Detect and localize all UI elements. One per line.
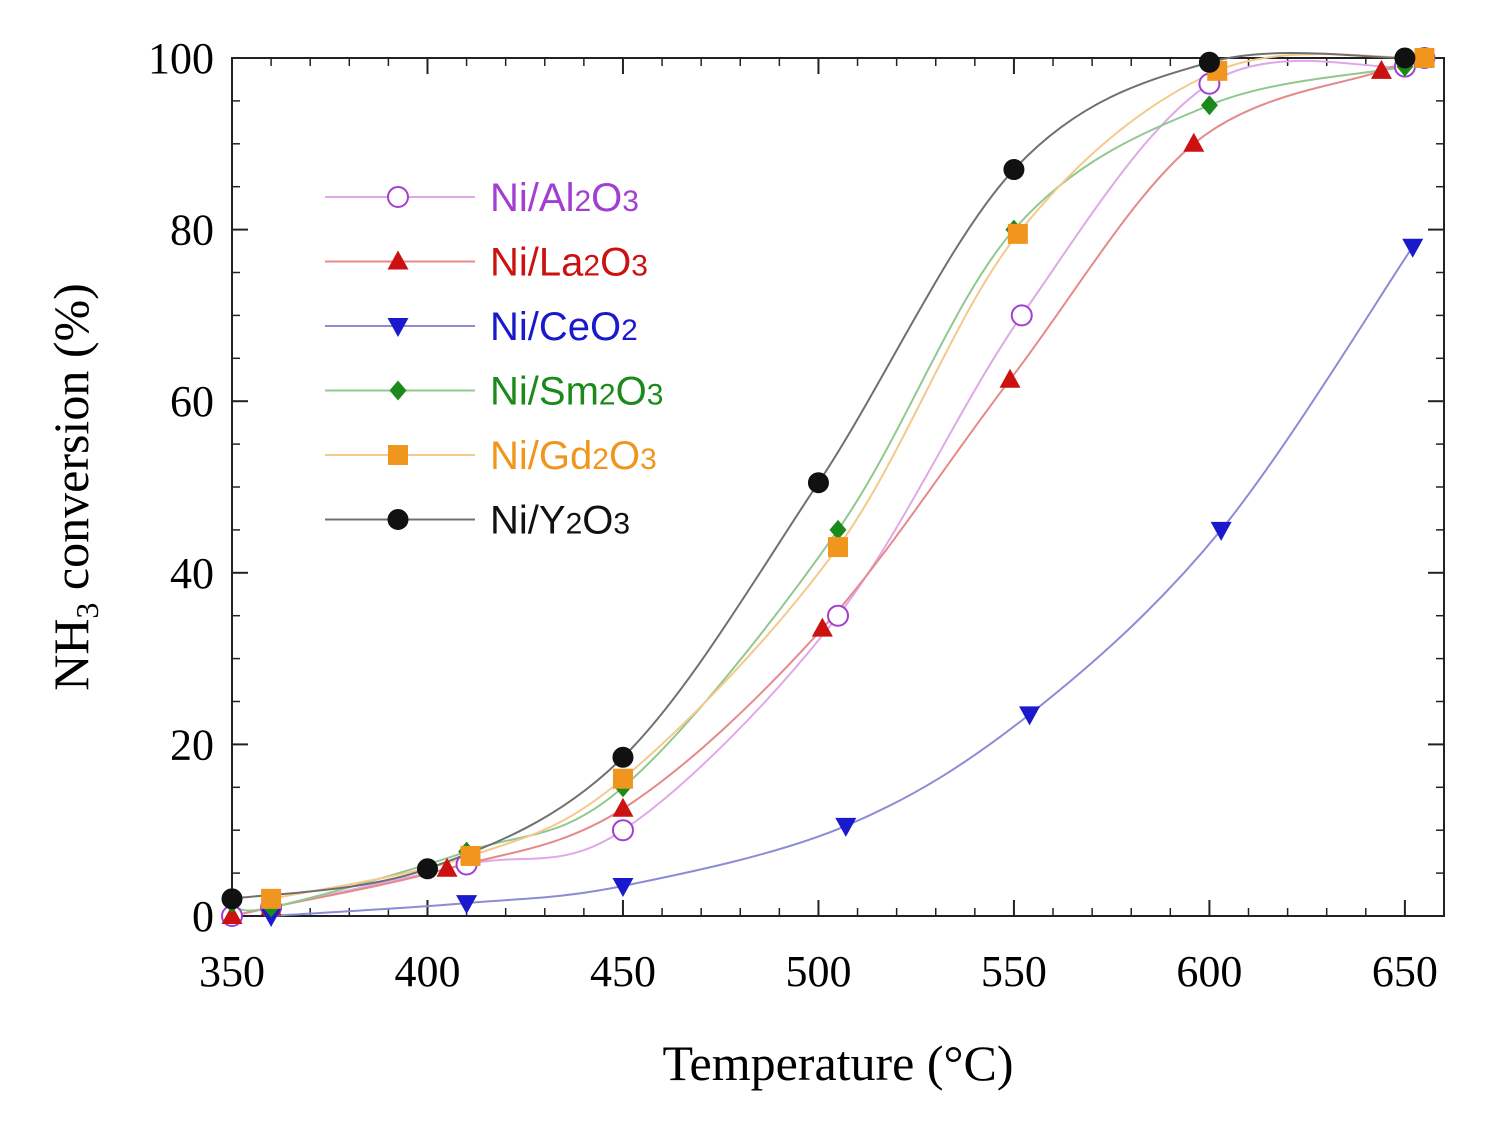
- plot-frame: [231, 57, 1445, 917]
- x-tick-label: 600: [1176, 947, 1242, 996]
- y-tick-label: 20: [170, 720, 214, 769]
- legend-label-ni-al2o3: Ni/Al2O3: [490, 176, 639, 220]
- x-tick-label: 650: [1372, 947, 1438, 996]
- data-point-ni-ceo2: [1210, 521, 1232, 541]
- y-tick-label: 0: [192, 892, 214, 941]
- y-tick-label: 40: [170, 549, 214, 598]
- x-tick-label: 400: [394, 947, 460, 996]
- y-tick-label: 60: [170, 377, 214, 426]
- axis-ticks: 350 400 450 500 550 600 650 0 20 40 60 80 100: [148, 34, 1444, 996]
- legend-label-ni-ceo2: Ni/CeO2: [490, 305, 638, 349]
- legend-marker-ni-sm2o3: [389, 380, 407, 401]
- legend: Ni/Al2O3 Ni/La2O3 Ni/CeO2 Ni/Sm2O3 Ni/Gd2O3 N…: [325, 176, 663, 543]
- legend-marker-ni-gd2o3: [388, 445, 408, 465]
- series-line-ni-gd2o3: [270, 53, 1425, 900]
- data-point-ni-y2o3: [807, 472, 829, 494]
- x-tick-label: 550: [981, 947, 1047, 996]
- data-point-ni-la2o3: [612, 797, 634, 817]
- data-point-ni-y2o3: [612, 746, 634, 768]
- data-point-ni-la2o3: [436, 857, 458, 877]
- data-point-ni-sm2o3: [1200, 95, 1218, 116]
- data-point-ni-gd2o3: [460, 845, 481, 866]
- data-point-ni-ceo2: [1402, 238, 1424, 258]
- data-point-ni-al2o3: [827, 604, 849, 627]
- data-point-ni-la2o3: [811, 617, 833, 637]
- y-tick-label: 100: [148, 34, 214, 83]
- legend-marker-ni-y2o3: [387, 509, 409, 530]
- data-point-ni-la2o3: [221, 905, 243, 924]
- data-point-ni-la2o3: [1183, 132, 1205, 152]
- data-point-ni-ceo2: [612, 877, 634, 897]
- data-point-ni-ceo2: [456, 895, 478, 915]
- data-point-ni-sm2o3: [829, 519, 847, 540]
- data-point-ni-gd2o3: [261, 888, 282, 909]
- series-markers: [221, 47, 1436, 927]
- data-point-ni-y2o3: [1394, 47, 1416, 69]
- data-point-ni-y2o3: [1003, 159, 1025, 181]
- data-point-ni-gd2o3: [612, 768, 633, 789]
- legend-label-ni-sm2o3: Ni/Sm2O3: [490, 370, 663, 414]
- legend-label-ni-la2o3: Ni/La2O3: [490, 241, 648, 285]
- x-tick-label: 500: [785, 947, 851, 996]
- data-point-ni-ceo2: [835, 817, 857, 837]
- data-point-ni-gd2o3: [1007, 223, 1028, 244]
- data-point-ni-y2o3: [221, 888, 243, 910]
- y-tick-label: 80: [170, 206, 214, 255]
- x-tick-label: 350: [199, 947, 265, 996]
- legend-label-ni-gd2o3: Ni/Gd2O3: [490, 434, 657, 478]
- data-point-ni-al2o3: [611, 819, 634, 842]
- series-line-ni-sm2o3: [231, 57, 1428, 912]
- legend-marker-ni-la2o3: [387, 250, 409, 270]
- data-point-ni-al2o3: [1010, 304, 1033, 327]
- data-point-ni-y2o3: [1198, 51, 1220, 73]
- x-tick-label: 450: [590, 947, 656, 996]
- data-point-ni-y2o3: [416, 858, 438, 880]
- legend-label-ni-y2o3: Ni/Y2O3: [490, 499, 630, 543]
- series-line-ni-al2o3: [231, 57, 1428, 917]
- legend-marker-ni-al2o3: [387, 186, 409, 208]
- data-point-ni-ceo2: [260, 908, 282, 927]
- data-point-ni-gd2o3: [828, 537, 848, 558]
- data-point-ni-ceo2: [1019, 706, 1041, 726]
- data-point-ni-la2o3: [1370, 59, 1392, 79]
- series-line-ni-ceo2: [271, 246, 1414, 917]
- data-point-ni-gd2o3: [1414, 48, 1435, 68]
- legend-marker-ni-ceo2: [387, 318, 409, 337]
- series-curves: [231, 51, 1428, 917]
- series-line-ni-la2o3: [231, 57, 1425, 917]
- y-axis-title: NH3 conversion (%): [43, 283, 105, 691]
- x-axis-title: Temperature (°C): [662, 1035, 1013, 1091]
- data-point-ni-la2o3: [999, 368, 1021, 388]
